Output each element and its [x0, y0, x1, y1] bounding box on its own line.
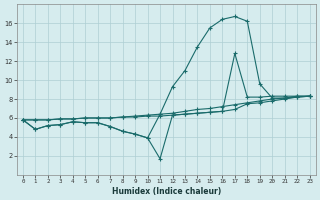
X-axis label: Humidex (Indice chaleur): Humidex (Indice chaleur) — [112, 187, 221, 196]
